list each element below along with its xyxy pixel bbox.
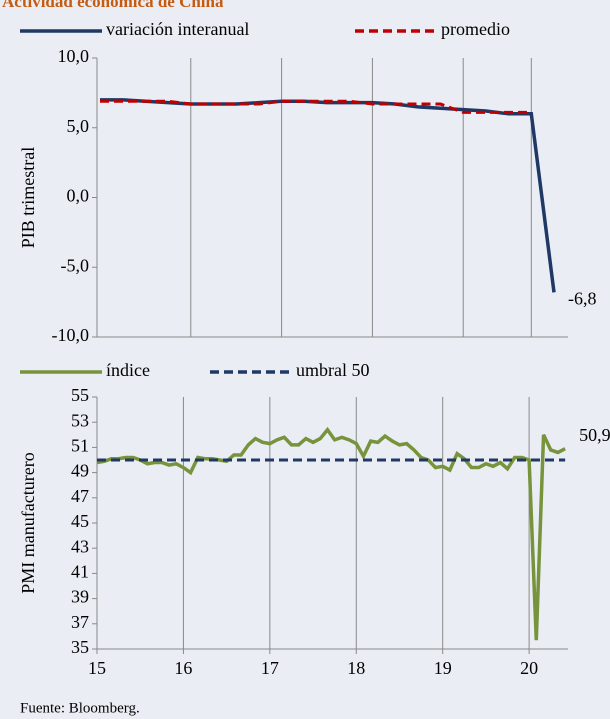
x-tick-label: 15 [88,658,106,678]
x-tick-label: 18 [347,658,365,678]
legend-label: promedio [441,19,510,39]
y-tick-label: 55 [71,385,89,405]
series-line [100,99,532,114]
legend-label: variación interanual [106,19,249,39]
y-tick-label: 53 [71,410,89,430]
legend-label: umbral 50 [296,360,370,380]
y-tick-label: 0,0 [67,186,90,206]
data-label: -6,8 [568,288,597,308]
x-tick-label: 19 [434,658,452,678]
chart-title: Actividad económica de China [2,0,224,11]
y-tick-label: 10,0 [58,46,90,66]
x-tick-label: 16 [174,658,192,678]
y-tick-label: 35 [71,637,89,657]
y-tick-label: -5,0 [61,255,90,275]
y-tick-label: 45 [71,511,89,531]
y-tick-label: 37 [71,612,89,632]
data-label: 50,9 [579,425,610,445]
y-tick-label: 49 [71,461,89,481]
y-tick-label: 47 [71,486,89,506]
x-tick-label: 20 [520,658,538,678]
y-tick-label: 41 [71,562,89,582]
legend-label: índice [106,360,150,380]
y-tick-label: 51 [71,436,89,456]
y-axis-title: PMI manufacturero [18,452,38,593]
y-tick-label: -10,0 [52,325,90,345]
y-tick-label: 39 [71,587,89,607]
x-tick-label: 17 [261,658,279,678]
source: Fuente: Bloomberg. [20,700,140,716]
y-tick-label: 5,0 [67,116,90,136]
y-axis-title: PIB trimestral [18,147,38,249]
y-tick-label: 43 [71,536,89,556]
series-line [96,426,566,641]
